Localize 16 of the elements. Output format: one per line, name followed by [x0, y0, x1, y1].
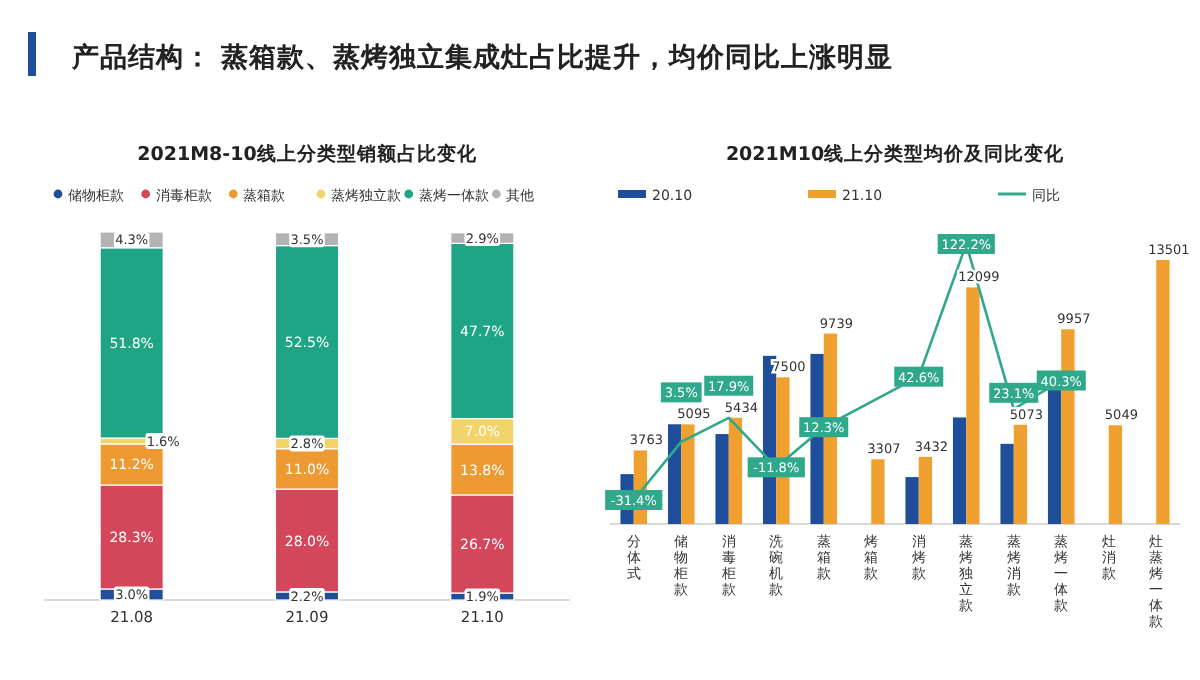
bar — [715, 434, 729, 524]
bar — [728, 417, 743, 524]
bar — [1013, 424, 1028, 524]
bar — [681, 424, 695, 524]
bar — [918, 456, 933, 524]
bar — [1108, 425, 1123, 524]
bar — [905, 477, 919, 524]
bar — [952, 417, 967, 524]
bar — [871, 459, 885, 524]
bar — [667, 424, 682, 524]
chart-title: 2021M10线上分类型均价及同比变化 — [725, 142, 1067, 166]
bar — [966, 287, 980, 524]
chart-title: 2021M8-10线上分类型销额占比变化 — [137, 142, 479, 166]
bar — [1156, 260, 1170, 524]
text: 产品结构： 蒸箱款、蒸烤独立集成灶占比提升，均价同比上涨明显 — [70, 40, 894, 74]
bar — [1000, 443, 1014, 524]
